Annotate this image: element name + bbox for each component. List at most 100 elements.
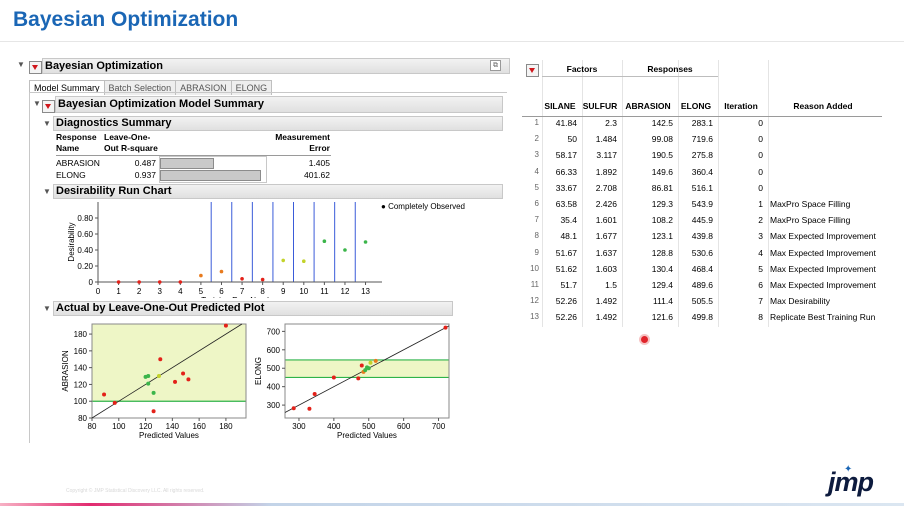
table-cell: 41.84 [555, 118, 577, 128]
disclosure-triangle-icon[interactable]: ▼ [43, 119, 51, 128]
close-box-icon[interactable]: ⧉ [490, 60, 501, 71]
table-cell: 128.8 [651, 247, 673, 258]
run-chart-legend: ● Completely Observed [381, 202, 465, 211]
x-tick-label: 80 [88, 422, 97, 431]
x-tick-label: 3 [158, 287, 163, 296]
diagnostics-title: Diagnostics Summary [56, 117, 172, 129]
y-tick-label: 100 [74, 397, 88, 406]
table-cell: Max Desirability [770, 296, 830, 307]
data-point [240, 277, 244, 281]
column-header[interactable]: SILANE [544, 101, 576, 111]
desirability-run-chart: 00.200.400.600.80012345678910111213Train… [67, 202, 382, 298]
run-chart-title-bar[interactable]: Desirability Run Chart [53, 184, 503, 199]
table-cell: 719.6 [691, 134, 713, 145]
data-point [146, 381, 151, 386]
data-point [199, 273, 203, 278]
data-point [301, 259, 306, 263]
column-header[interactable]: ABRASION [625, 101, 671, 111]
data-point [156, 374, 161, 379]
data-point [322, 239, 327, 243]
row-number: 6 [534, 199, 539, 208]
table-cell: 142.5 [651, 118, 673, 128]
elong-predicted-plot: 300 400 500 600 700 300 400 500 600 700 Predicted … [254, 323, 450, 440]
red-triangle-menu-icon[interactable] [42, 100, 55, 114]
disclosure-triangle-icon[interactable]: ▼ [43, 304, 51, 313]
table-cell: Max Expected Improvement [770, 231, 876, 242]
cursor-dot-icon [641, 336, 648, 343]
desirable-band [92, 324, 246, 402]
data-point [137, 280, 141, 284]
y-tick-label: 140 [74, 364, 88, 373]
row-number: 5 [534, 182, 539, 192]
column-header[interactable]: SULFUR [582, 101, 618, 111]
column-header[interactable]: Reason Added [793, 101, 853, 111]
y-tick-label: 0 [89, 278, 94, 287]
data-point [331, 375, 336, 380]
data-point [181, 371, 186, 376]
r2-bar-elong [160, 170, 261, 181]
red-triangle-menu-icon[interactable] [29, 61, 42, 75]
table-cell: 149.6 [651, 166, 673, 177]
model-summary-title-bar[interactable]: Bayesian Optimization Model Summary [55, 96, 503, 113]
table-cell: 130.4 [651, 263, 673, 274]
pred-plot-title-bar[interactable]: Actual by Leave-One-Out Predicted Plot [53, 301, 453, 316]
data-point [359, 363, 364, 368]
table-cell: 3 [758, 231, 763, 242]
x-tick-label: 300 [292, 422, 306, 431]
table-cell: 516.1 [691, 182, 713, 193]
disclosure-triangle-icon[interactable]: ▼ [43, 187, 51, 196]
x-tick-label: 12 [341, 287, 350, 296]
header-rule [56, 155, 331, 156]
column-header[interactable]: Iteration [724, 101, 758, 111]
col-header-r2: Leave-One-Out R-square [104, 132, 158, 153]
row-name-elong: ELONG [56, 170, 86, 180]
table-cell: Max Expected Improvement [770, 247, 876, 258]
table-cell: MaxPro Space Filling [770, 215, 851, 226]
run-chart-title: Desirability Run Chart [56, 185, 172, 197]
table-cell: 445.9 [691, 215, 713, 226]
data-point [223, 323, 228, 328]
x-tick-label: 600 [397, 422, 411, 431]
x-tick-label: 1 [116, 287, 121, 296]
row-number: 10 [530, 263, 539, 273]
disclosure-triangle-icon[interactable]: ▼ [17, 60, 25, 69]
legend-marker-icon: ● [381, 202, 386, 211]
x-axis-label: Predicted Values [139, 431, 199, 440]
red-triangle-menu-icon[interactable] [526, 64, 539, 78]
table-cell: 0 [758, 150, 763, 161]
diagnostics-table: Response Name Leave-One-Out R-square Mea… [56, 132, 331, 184]
tab-elong[interactable]: ELONG [230, 80, 273, 95]
x-tick-label: 4 [178, 287, 183, 296]
data-point [173, 379, 178, 384]
table-cell: 468.4 [691, 263, 713, 274]
disclosure-triangle-icon[interactable]: ▼ [33, 99, 41, 108]
data-point [443, 325, 448, 330]
x-tick-label: 700 [432, 422, 446, 431]
y-tick-label: 0.20 [77, 262, 93, 271]
data-point [291, 406, 296, 411]
plot-border [91, 323, 247, 419]
report-outline: ▼ Bayesian Optimization ⧉ Model Summary B… [15, 58, 510, 443]
outline-title-bar[interactable]: Bayesian Optimization [42, 58, 510, 74]
diagnostics-title-bar[interactable]: Diagnostics Summary [53, 116, 503, 131]
y-tick-label: 500 [267, 364, 281, 373]
table-cell: 1.5 [605, 280, 617, 290]
y-axis-label: ABRASION [61, 350, 70, 392]
table-cell: 108.2 [651, 215, 673, 226]
table-cell: 1.492 [595, 296, 617, 307]
group-header-rule [542, 76, 718, 77]
table-cell: 48.1 [560, 231, 577, 242]
column-header[interactable]: ELONG [680, 101, 712, 111]
x-tick-label: 7 [240, 287, 245, 296]
table-cell: 1.637 [595, 247, 617, 258]
x-tick-label: 6 [219, 287, 224, 296]
table-cell: 4 [758, 247, 763, 258]
header-rule [522, 116, 882, 117]
table-cell: 190.5 [651, 150, 673, 161]
table-cell: 129.3 [651, 199, 673, 209]
table-cell: 6 [758, 280, 763, 290]
legend-label: Completely Observed [388, 202, 465, 211]
table-cell: 63.58 [555, 199, 577, 209]
data-point [260, 277, 265, 282]
data-point [312, 392, 317, 397]
